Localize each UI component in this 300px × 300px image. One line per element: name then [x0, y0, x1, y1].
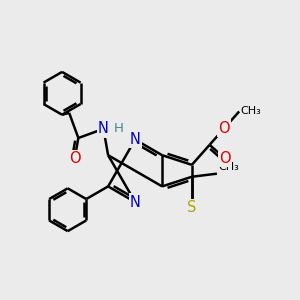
Text: O: O	[219, 151, 231, 166]
Text: N: N	[98, 122, 109, 136]
Text: CH₃: CH₃	[218, 162, 239, 172]
Text: CH₃: CH₃	[241, 106, 261, 116]
Text: N: N	[130, 194, 141, 209]
Text: O: O	[219, 121, 230, 136]
Text: O: O	[69, 151, 80, 166]
Text: H: H	[114, 122, 124, 135]
Text: S: S	[187, 200, 196, 215]
Text: N: N	[130, 132, 141, 147]
